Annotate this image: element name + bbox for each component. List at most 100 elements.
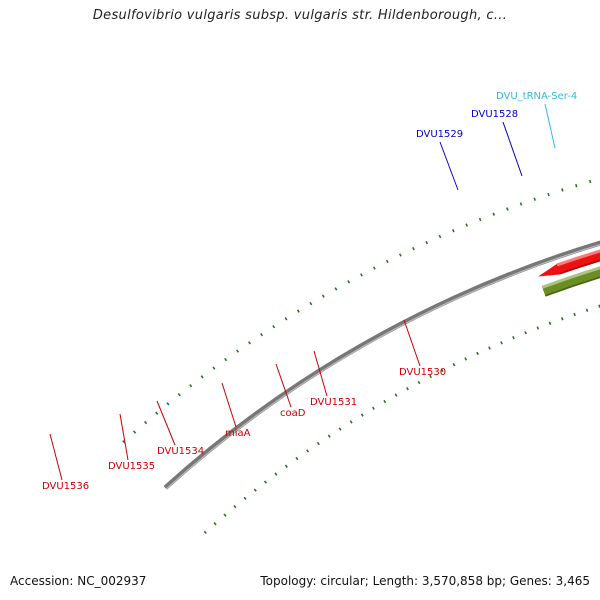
gene-label-coad[interactable]: coaD [275,363,306,419]
outer-tick [575,183,578,188]
gene-label-text[interactable]: DVU1536 [42,481,89,492]
inner-tick [253,488,257,492]
gene-label-text[interactable]: DVU1528 [471,109,518,120]
outer-tick [492,212,496,216]
outer-tick [296,309,300,313]
backbone-highlight [165,244,600,490]
genome-backbone [163,240,600,490]
leader-line [221,382,237,428]
outer-tick [506,207,509,211]
gene-label-text[interactable]: DVU1535 [108,461,155,472]
outer-tick [200,375,204,379]
inner-tick [349,420,353,424]
inner-tick [536,326,540,330]
outer-tick [260,332,264,337]
gene-label-dvu1535[interactable]: DVU1535 [108,413,155,472]
inner-tick [585,308,589,312]
gene-label-text[interactable]: DVU1531 [310,397,357,408]
inner-tick-ring [203,304,600,535]
gene-label-dvu-trna-ser-4[interactable]: DVU_tRNA-Ser-4 [496,91,577,149]
leader-line [156,400,176,446]
outer-tick [189,384,193,388]
outer-tick [334,287,338,291]
gene-label-dvu1536[interactable]: DVU1536 [42,433,89,492]
leader-line [403,319,421,367]
gene-label-dvu1534[interactable]: DVU1534 [156,400,204,457]
gene-label-text[interactable]: DVU1534 [157,446,204,457]
gene-label-dvu1528[interactable]: DVU1528 [471,109,523,177]
outer-tick [360,273,363,277]
outer-tick [372,266,376,270]
gene-label-text[interactable]: coaD [280,408,306,419]
outer-tick [212,366,216,370]
outer-tick [438,234,442,239]
inner-tick [573,312,576,317]
outer-tick [347,280,351,284]
outer-tick [451,228,455,233]
gene-label-text[interactable]: miaA [225,428,251,439]
inner-tick [360,413,364,417]
outer-tick [284,317,288,321]
inner-tick [440,368,444,373]
outer-tick [272,324,276,329]
inner-tick [524,331,527,335]
map-title: Desulfovibrio vulgaris subsp. vulgaris s… [92,8,508,23]
feature-tracks[interactable] [538,157,600,297]
inner-tick [316,441,320,446]
gene-labels[interactable]: DVU_tRNA-Ser-4 DVU1528 DVU1529 DVU1530 DVU15… [42,91,577,492]
outer-tick [398,253,402,257]
outer-tick [519,202,523,206]
leader-line [544,103,556,149]
gene-label-text[interactable]: DVU_tRNA-Ser-4 [496,91,577,102]
outer-tick [412,246,415,251]
feature-dvu1536-gene[interactable] [541,256,600,297]
accession-text: Accession: NC_002937 [10,574,147,588]
gene-label-dvu1530[interactable]: DVU1530 [399,319,446,378]
outer-tick [155,411,159,415]
outer-tick [309,301,313,306]
inner-tick [372,406,375,410]
inner-tick [548,321,552,325]
inner-tick [464,357,468,361]
feature-dvu1536-cds[interactable] [538,240,600,277]
gene-label-dvu1529[interactable]: DVU1529 [416,129,463,191]
outer-tick [321,294,325,298]
outer-tick [143,420,148,425]
inner-tick [213,522,217,526]
outer-tick [166,402,170,406]
gene-label-text[interactable]: DVU1529 [416,129,463,140]
inner-tick [500,341,503,345]
inner-tick [327,434,331,438]
outer-tick [465,223,469,227]
inner-tick [394,393,398,397]
leader-line [119,413,129,461]
inner-tick [233,504,237,509]
backbone-line [163,240,600,490]
gene-label-text[interactable]: DVU1530 [399,367,446,378]
inner-tick [295,456,299,461]
outer-tick [425,240,429,245]
inner-tick [429,374,432,379]
inner-tick [383,399,387,404]
outer-tick-ring [122,179,592,444]
outer-tick [177,393,181,397]
gene-label-miaa[interactable]: miaA [221,382,251,439]
inner-tick [243,496,247,501]
leader-line [439,141,459,191]
inner-tick [488,346,491,350]
gene-label-dvu1531[interactable]: DVU1531 [310,350,357,408]
inner-tick [406,387,409,391]
inner-tick [561,317,564,321]
outer-tick [385,259,389,264]
inner-tick [512,335,515,340]
outer-tick [589,179,592,184]
outer-tick [236,349,240,353]
inner-tick [263,480,268,484]
leader-line [275,363,292,408]
outer-tick [478,217,482,222]
outer-tick [533,197,536,201]
inner-tick [306,449,310,453]
outer-tick [561,188,564,192]
inner-tick [284,464,288,468]
